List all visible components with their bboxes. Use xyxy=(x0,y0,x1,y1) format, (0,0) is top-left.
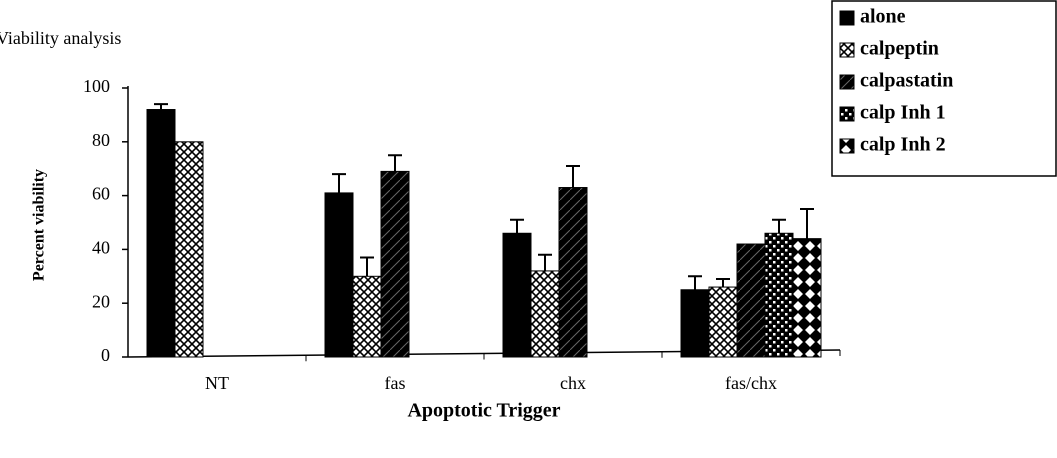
x-axis-label: Apoptotic Trigger xyxy=(407,400,560,422)
error-bar xyxy=(332,173,346,193)
bar xyxy=(736,243,766,358)
bar xyxy=(530,270,560,358)
bar xyxy=(352,275,382,358)
legend-swatch xyxy=(839,106,855,122)
error-bar xyxy=(510,218,524,234)
legend-label: calp Inh 2 xyxy=(860,134,946,156)
bar xyxy=(324,192,354,358)
legend-label: calpeptin xyxy=(860,38,939,60)
legend-swatch xyxy=(839,74,855,90)
error-bar xyxy=(154,103,168,110)
y-tick-label: 80 xyxy=(92,130,110,150)
y-tick-label: 40 xyxy=(92,238,110,258)
y-tick-label: 60 xyxy=(92,184,110,204)
bar xyxy=(558,187,588,358)
bar xyxy=(764,232,794,358)
legend-box xyxy=(831,0,1057,177)
legend-label: calp Inh 1 xyxy=(860,102,946,124)
error-bar xyxy=(566,165,580,188)
error-bar xyxy=(716,277,730,288)
x-tick-label: fas xyxy=(385,373,406,393)
y-axis-label: Percent viability xyxy=(31,169,48,281)
bar xyxy=(174,141,204,358)
legend-swatch xyxy=(839,138,855,154)
x-tick-label: fas/chx xyxy=(725,373,777,393)
x-tick-label: chx xyxy=(560,373,586,393)
legend-label: calpastatin xyxy=(860,70,953,92)
bar xyxy=(680,289,710,358)
bar xyxy=(380,170,410,358)
y-tick-label: 100 xyxy=(83,76,110,96)
error-bar xyxy=(388,154,402,172)
legend-label: alone xyxy=(860,6,906,28)
chart-title: Viability analysis xyxy=(0,28,121,48)
y-tick-label: 20 xyxy=(92,291,110,311)
error-bar xyxy=(772,218,786,234)
legend-swatch xyxy=(839,10,855,26)
error-bar xyxy=(360,256,374,277)
legend-swatch xyxy=(839,42,855,58)
bar xyxy=(792,238,822,358)
y-tick-label: 0 xyxy=(101,345,110,365)
bar xyxy=(708,286,738,358)
error-bar xyxy=(688,275,702,290)
error-bar xyxy=(800,208,814,239)
bar xyxy=(502,232,532,358)
error-bar xyxy=(538,253,552,271)
bar xyxy=(146,109,176,358)
x-tick-label: NT xyxy=(205,373,229,393)
